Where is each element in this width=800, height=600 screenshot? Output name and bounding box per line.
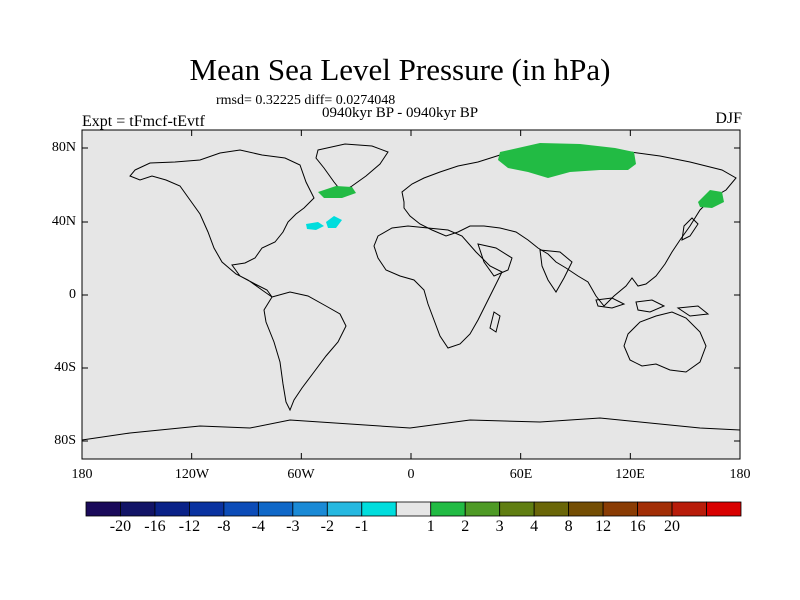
colorbar-label-4: -4 [251,518,266,535]
colorbar-label-0: -20 [109,518,132,535]
coast-antarctica [81,417,741,441]
lon-label-180-west: 180 [71,467,93,482]
axis-ticks [81,130,741,459]
colorbar-label-13: 12 [595,518,612,535]
lat-label-80n: 80N [51,140,76,155]
colorbar-label-11: 4 [530,518,539,535]
period-text: 0940kyr BP - 0940kyr BP [322,105,479,121]
colorbar-swatch-13 [533,501,570,517]
colorbar-swatch-1 [120,501,156,517]
anomaly-overlay [306,143,724,230]
colorbar-swatch-3 [189,501,225,517]
experiment-label: Expt = tFmcf-tEvtf [82,113,205,130]
colorbar-label-3: -8 [217,518,231,535]
colorbar-swatch-9 [395,501,432,517]
colorbar-label-1: -16 [144,518,166,535]
colorbar-swatch-10 [430,501,466,517]
anomaly-region-north-atlantic [318,186,356,198]
colorbar-label-8: 1 [426,518,435,535]
map-background [82,130,740,459]
coast-north-america [129,149,315,298]
map-title: Mean Sea Level Pressure (in hPa) [189,52,611,87]
colorbar-swatch-12 [499,501,535,517]
colorbar-swatch-6 [292,501,328,517]
anomaly-region-subtropical-atlantic-b [326,216,342,228]
lon-label-0: 0 [407,467,415,482]
colorbar-swatch-8 [361,501,397,517]
coast-indonesia [595,297,710,317]
lat-label-0: 0 [69,287,76,302]
lon-label-60w: 60W [287,467,315,482]
anomaly-region-kamchatka [698,190,724,208]
anomaly-region-subtropical-atlantic-a [306,222,324,230]
colorbar [85,501,742,517]
colorbar-swatch-15 [602,501,638,517]
colorbar-swatch-16 [637,501,673,517]
colorbar-swatch-0 [85,501,121,517]
season-label: DJF [715,110,742,127]
colorbar-swatch-17 [671,501,707,517]
colorbar-swatch-18 [706,501,742,517]
anomaly-region-northern-eurasia [498,143,636,178]
colorbar-label-2: -12 [178,518,201,535]
lat-label-40s: 40S [54,360,76,375]
colorbar-swatch-7 [326,501,363,517]
colorbar-label-9: 2 [461,518,470,535]
colorbar-label-5: -3 [286,518,300,535]
coast-south-america [263,291,347,412]
lat-label-80s: 80S [54,433,76,448]
lon-label-120e: 120E [615,467,645,482]
colorbar-label-14: 16 [629,518,646,535]
coast-india [539,249,573,293]
lon-label-120w: 120W [174,467,210,482]
colorbar-label-6: -2 [320,518,334,535]
coast-greenland [315,143,389,193]
colorbar-label-12: 8 [564,518,573,535]
coast-africa [373,225,503,349]
lat-label-40n: 40N [51,214,76,229]
coast-arabia [477,243,513,277]
colorbar-swatch-5 [257,501,294,517]
lon-label-60e: 60E [509,467,533,482]
coast-japan [681,217,699,241]
colorbar-swatch-2 [154,501,190,517]
colorbar-label-7: -1 [355,518,369,535]
lon-label-180-east: 180 [729,467,751,482]
coast-australia [623,311,707,373]
colorbar-label-10: 3 [495,518,504,535]
colorbar-swatch-14 [568,501,604,517]
stats-text: rmsd= 0.32225 diff= 0.0274048 [216,93,396,108]
colorbar-label-15: 20 [664,518,681,535]
colorbar-swatch-11 [464,501,501,517]
colorbar-swatch-4 [223,501,259,517]
coast-madagascar [489,311,501,333]
